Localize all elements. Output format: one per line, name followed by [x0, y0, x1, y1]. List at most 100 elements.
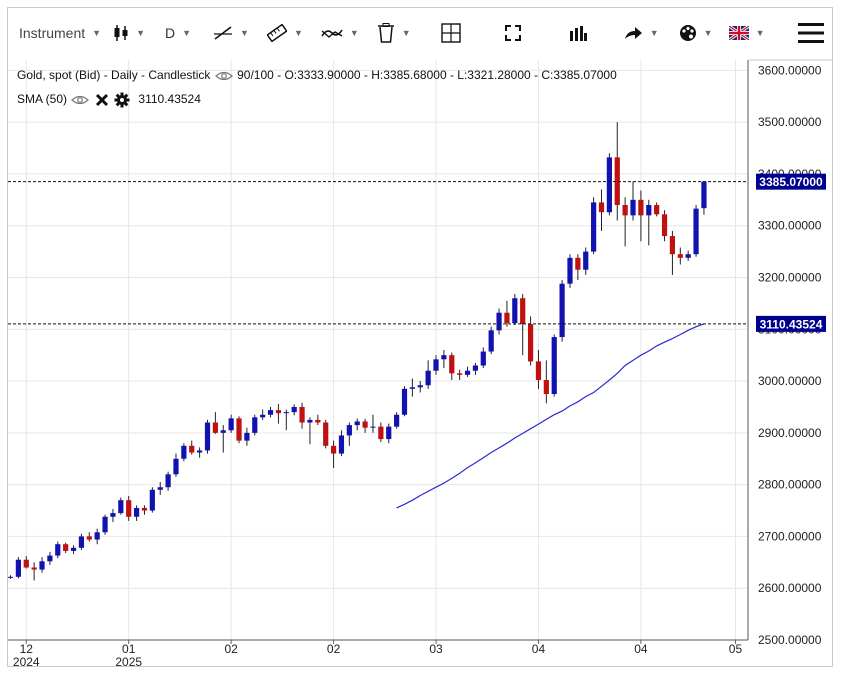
- candle-up[interactable]: [70, 547, 77, 551]
- instrument-select[interactable]: Instrument ▼: [13, 13, 107, 53]
- candle-up[interactable]: [346, 425, 352, 436]
- candle-up[interactable]: [102, 516, 108, 533]
- candle-up[interactable]: [197, 450, 203, 453]
- candle-up[interactable]: [220, 430, 226, 433]
- candle-up[interactable]: [417, 385, 423, 388]
- candle-up[interactable]: [47, 555, 53, 562]
- candle-up[interactable]: [496, 312, 502, 331]
- candle-up[interactable]: [149, 489, 155, 511]
- candle-up[interactable]: [401, 388, 408, 415]
- candle-up[interactable]: [551, 337, 557, 395]
- candle-down[interactable]: [457, 373, 463, 375]
- candle-up[interactable]: [173, 458, 179, 475]
- candle-up[interactable]: [78, 536, 85, 548]
- candle-up[interactable]: [244, 432, 250, 441]
- candle-up[interactable]: [7, 576, 14, 578]
- candle-up[interactable]: [559, 283, 565, 338]
- candle-up[interactable]: [394, 414, 400, 427]
- candle-up[interactable]: [165, 474, 171, 488]
- candle-down[interactable]: [614, 157, 620, 205]
- candle-up[interactable]: [252, 417, 258, 433]
- candle-up[interactable]: [260, 414, 266, 418]
- candle-down[interactable]: [189, 445, 195, 453]
- sma-line[interactable]: [396, 323, 705, 509]
- candle-down[interactable]: [31, 567, 37, 570]
- candle-up[interactable]: [464, 370, 471, 375]
- candle-up[interactable]: [685, 254, 691, 258]
- candle-down[interactable]: [527, 324, 534, 362]
- candle-up[interactable]: [425, 370, 431, 386]
- candle-up[interactable]: [338, 435, 345, 454]
- candle-up[interactable]: [701, 181, 707, 209]
- candle-up[interactable]: [39, 561, 45, 570]
- candle-down[interactable]: [362, 421, 368, 428]
- candle-down[interactable]: [575, 257, 581, 270]
- period-select[interactable]: D ▼: [159, 13, 197, 53]
- candle-down[interactable]: [212, 422, 218, 433]
- candle-up[interactable]: [433, 359, 439, 371]
- candle-up[interactable]: [133, 507, 140, 517]
- candle-down[interactable]: [661, 214, 668, 237]
- eye-icon[interactable]: [214, 70, 233, 82]
- chart-type-select[interactable]: ▼: [107, 13, 151, 53]
- candle-up[interactable]: [480, 351, 486, 366]
- candle-up[interactable]: [693, 208, 699, 255]
- candle-down[interactable]: [378, 426, 384, 440]
- candle-down[interactable]: [504, 312, 510, 324]
- candle-up[interactable]: [583, 251, 589, 270]
- candle-up[interactable]: [606, 157, 612, 213]
- candle-up[interactable]: [386, 426, 392, 440]
- language-select[interactable]: ▼: [723, 13, 771, 53]
- crosshair-toggle[interactable]: [435, 13, 467, 53]
- candle-down[interactable]: [535, 361, 542, 381]
- candle-down[interactable]: [126, 500, 132, 517]
- candle-up[interactable]: [118, 500, 124, 514]
- candle-down[interactable]: [449, 355, 455, 374]
- candle-up[interactable]: [283, 412, 289, 414]
- candle-up[interactable]: [204, 422, 211, 451]
- candle-up[interactable]: [409, 387, 415, 389]
- candle-down[interactable]: [677, 254, 683, 258]
- eye-icon[interactable]: [71, 94, 90, 106]
- candle-down[interactable]: [299, 406, 305, 423]
- indicator-tool[interactable]: ▼: [315, 13, 365, 53]
- candle-down[interactable]: [543, 380, 549, 395]
- candle-down[interactable]: [236, 418, 242, 441]
- candle-down[interactable]: [654, 205, 660, 215]
- candle-down[interactable]: [638, 199, 644, 216]
- candle-down[interactable]: [23, 559, 29, 568]
- candle-down[interactable]: [598, 202, 605, 213]
- candle-down[interactable]: [330, 445, 337, 454]
- candle-down[interactable]: [669, 236, 676, 255]
- volume-button[interactable]: [563, 13, 593, 53]
- fullscreen-button[interactable]: [499, 13, 527, 53]
- candle-down[interactable]: [622, 205, 628, 216]
- candle-down[interactable]: [520, 298, 526, 325]
- candle-down[interactable]: [315, 419, 321, 423]
- draw-line-tool[interactable]: ▼: [207, 13, 255, 53]
- candle-down[interactable]: [323, 422, 329, 446]
- candle-up[interactable]: [291, 406, 297, 413]
- candle-up[interactable]: [267, 410, 274, 415]
- candle-up[interactable]: [94, 532, 100, 540]
- candle-up[interactable]: [181, 445, 187, 459]
- delete-tool[interactable]: ▼: [371, 13, 417, 53]
- candle-up[interactable]: [307, 419, 313, 423]
- candle-up[interactable]: [55, 544, 61, 556]
- candle-down[interactable]: [63, 544, 69, 551]
- candle-up[interactable]: [228, 418, 234, 431]
- menu-button[interactable]: [792, 13, 830, 53]
- candle-up[interactable]: [157, 487, 163, 490]
- candle-up[interactable]: [441, 355, 447, 360]
- candle-up[interactable]: [646, 205, 652, 216]
- candle-up[interactable]: [591, 202, 597, 252]
- theme-select[interactable]: ▼: [673, 13, 719, 53]
- candle-up[interactable]: [15, 559, 21, 577]
- share-button[interactable]: ▼: [617, 13, 665, 53]
- candle-up[interactable]: [488, 330, 494, 352]
- candle-up[interactable]: [567, 257, 573, 284]
- candle-down[interactable]: [141, 507, 148, 511]
- close-icon[interactable]: [95, 93, 109, 107]
- candle-up[interactable]: [110, 513, 116, 517]
